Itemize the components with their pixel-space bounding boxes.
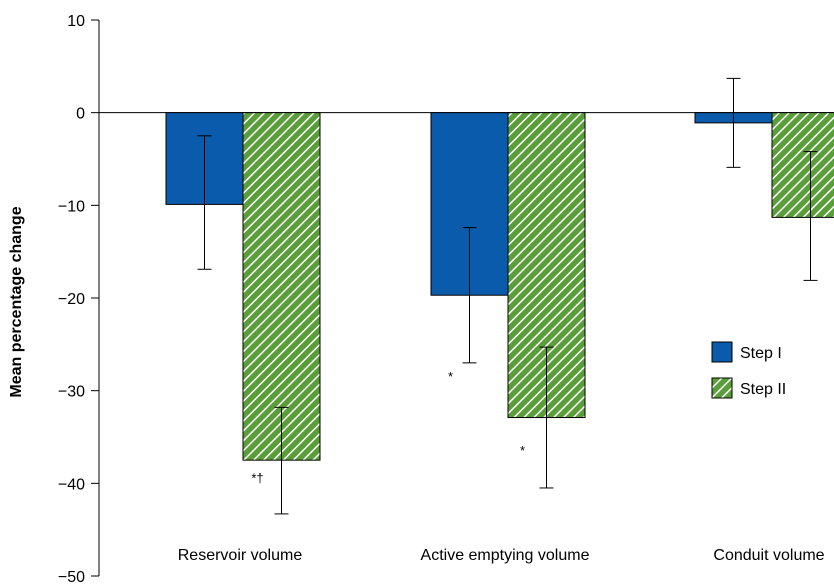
- y-tick-label: −50: [58, 569, 85, 584]
- y-tick-label: −40: [58, 476, 85, 493]
- significance-marker: *: [520, 443, 525, 458]
- y-tick-label: 0: [76, 106, 85, 123]
- x-category-label: Active emptying volume: [421, 547, 590, 564]
- error-bar: [539, 346, 554, 489]
- bar-step-ii: [242, 112, 321, 461]
- error-bar: [197, 135, 212, 270]
- error-bar: [274, 406, 289, 515]
- axes: 10 0 −10 −20 −30 −40 −50: [58, 13, 834, 584]
- category-labels: Reservoir volume Active emptying volume Co…: [178, 547, 825, 564]
- y-axis-label: Mean percentage change: [8, 206, 25, 397]
- error-bar: [462, 227, 477, 364]
- error-bar: [726, 77, 741, 168]
- x-category-label: Reservoir volume: [178, 547, 303, 564]
- significance-marker: *†: [251, 471, 263, 486]
- bar-step-ii: [771, 112, 834, 218]
- legend-swatch-step-ii: [711, 377, 733, 399]
- legend-swatch-step-i: [711, 341, 733, 363]
- error-bar: [803, 151, 818, 281]
- error-bars: [197, 77, 818, 515]
- x-category-label: Conduit volume: [713, 547, 824, 564]
- significance-marker: *: [448, 369, 453, 384]
- y-tick-label: 10: [67, 13, 85, 30]
- y-tick-label: −10: [58, 198, 85, 215]
- y-tick-label: −30: [58, 384, 85, 401]
- y-tick-label: −20: [58, 291, 85, 308]
- bars: [165, 112, 834, 461]
- annotations: *† * *: [251, 369, 525, 486]
- legend: Step I Step II: [711, 341, 786, 399]
- legend-label: Step I: [740, 345, 782, 362]
- legend-label: Step II: [740, 381, 786, 398]
